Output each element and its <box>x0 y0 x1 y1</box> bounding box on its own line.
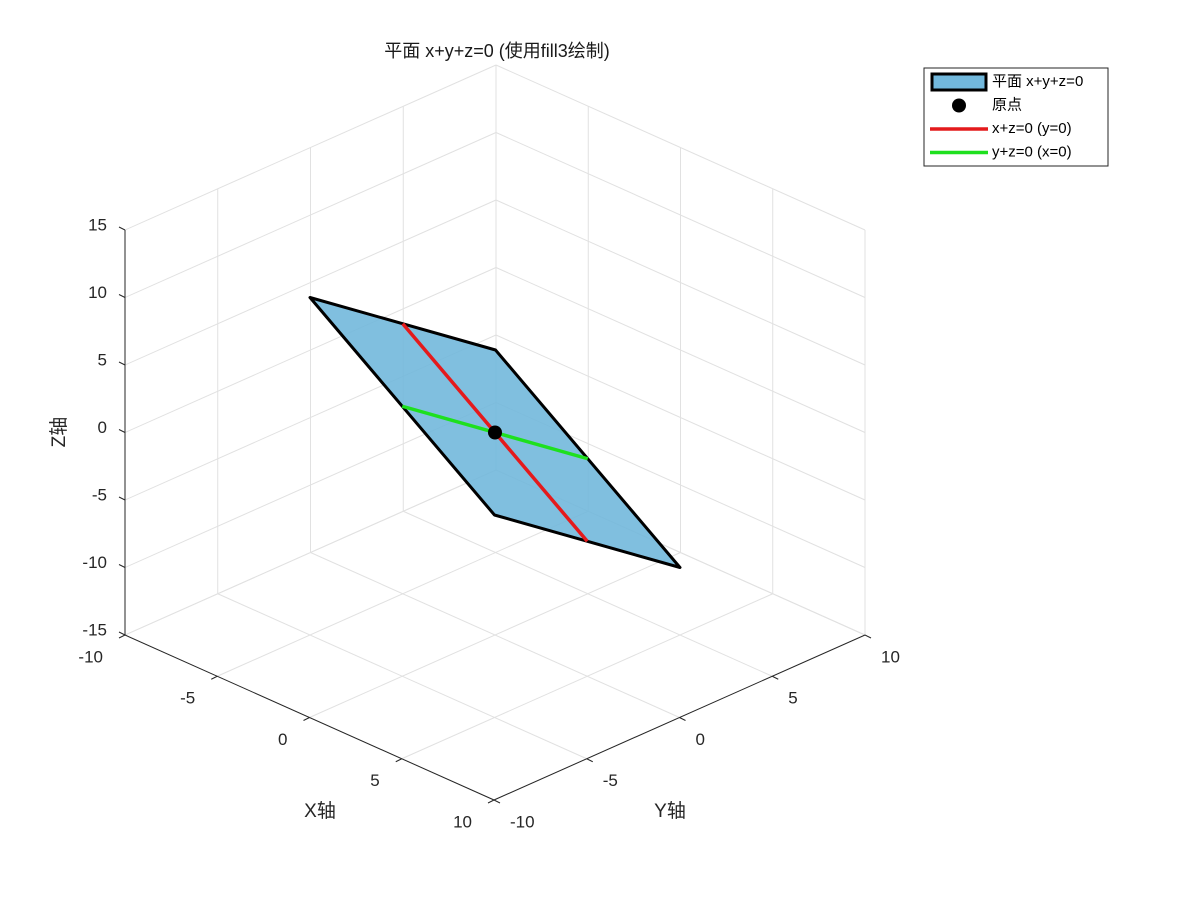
x-tick <box>395 758 402 763</box>
y-tick-label: 5 <box>788 689 797 708</box>
legend-label: y+z=0 (x=0) <box>992 143 1072 160</box>
x-tick-label: 0 <box>278 730 287 749</box>
y-tick-label: 10 <box>881 647 900 666</box>
plot-area <box>308 296 682 569</box>
grid-line <box>403 510 773 677</box>
grid-line <box>124 132 497 298</box>
y-tick <box>772 675 779 680</box>
grid-line <box>310 552 680 718</box>
legend-label: 平面 x+y+z=0 <box>992 73 1083 90</box>
y-tick-label: -5 <box>603 771 618 790</box>
x-tick-label: 5 <box>370 771 379 790</box>
z-tick <box>118 226 126 231</box>
point <box>488 425 502 440</box>
z-tick <box>118 429 126 433</box>
legend-label: x+z=0 (y=0) <box>992 120 1072 137</box>
grid-line <box>495 199 866 366</box>
axes: -10 -5 0 5 10 -10 -5 0 5 10 -15 -10 -5 0 5 10 15 <box>78 215 900 831</box>
z-axis-label: Z轴 <box>48 417 70 448</box>
y-axis-label: Y轴 <box>654 800 686 822</box>
x-tick <box>211 675 218 680</box>
grid-line <box>124 469 497 636</box>
z-tick <box>118 631 126 636</box>
legend: 平面 x+y+z=0 原点 x+z=0 (y=0) y+z=0 (x=0) <box>923 67 1109 167</box>
z-tick-label: 5 <box>98 350 107 369</box>
legend-swatch <box>952 98 966 113</box>
z-tick-label: -5 <box>92 485 107 504</box>
z-tick <box>118 361 126 366</box>
legend-label: 原点 <box>992 96 1022 113</box>
y-tick <box>493 799 501 804</box>
z-tick <box>118 564 126 568</box>
x-tick-label: -10 <box>78 647 103 666</box>
grid-line <box>495 334 866 501</box>
x-tick-label: -5 <box>180 689 195 708</box>
grid-line <box>124 64 497 231</box>
grid-line <box>124 267 497 433</box>
z-tick-label: 10 <box>88 283 107 302</box>
z-tick-label: -15 <box>82 620 107 639</box>
x-tick <box>303 717 310 721</box>
chart-title: 平面 x+y+z=0 (使用fill3绘制) <box>384 41 610 61</box>
y-tick-label: -10 <box>510 812 535 831</box>
grid-line <box>124 199 497 366</box>
y-tick <box>864 634 872 639</box>
z-tick-label: 15 <box>88 215 107 234</box>
y-tick <box>679 717 686 721</box>
x-tick-label: 10 <box>453 812 472 831</box>
z-tick-label: -10 <box>82 553 107 572</box>
y-tick <box>586 758 593 763</box>
x-tick <box>118 634 126 639</box>
grid-line <box>217 593 587 760</box>
grid-line <box>495 64 866 231</box>
z-tick-label: 0 <box>98 418 107 437</box>
grid-line <box>495 132 866 298</box>
z-tick <box>118 294 126 298</box>
grid-line <box>495 267 866 433</box>
y-tick-label: 0 <box>696 730 705 749</box>
x-axis-label: X轴 <box>304 800 336 822</box>
x-tick <box>487 799 495 804</box>
z-tick <box>118 496 126 501</box>
legend-swatch <box>930 72 988 92</box>
